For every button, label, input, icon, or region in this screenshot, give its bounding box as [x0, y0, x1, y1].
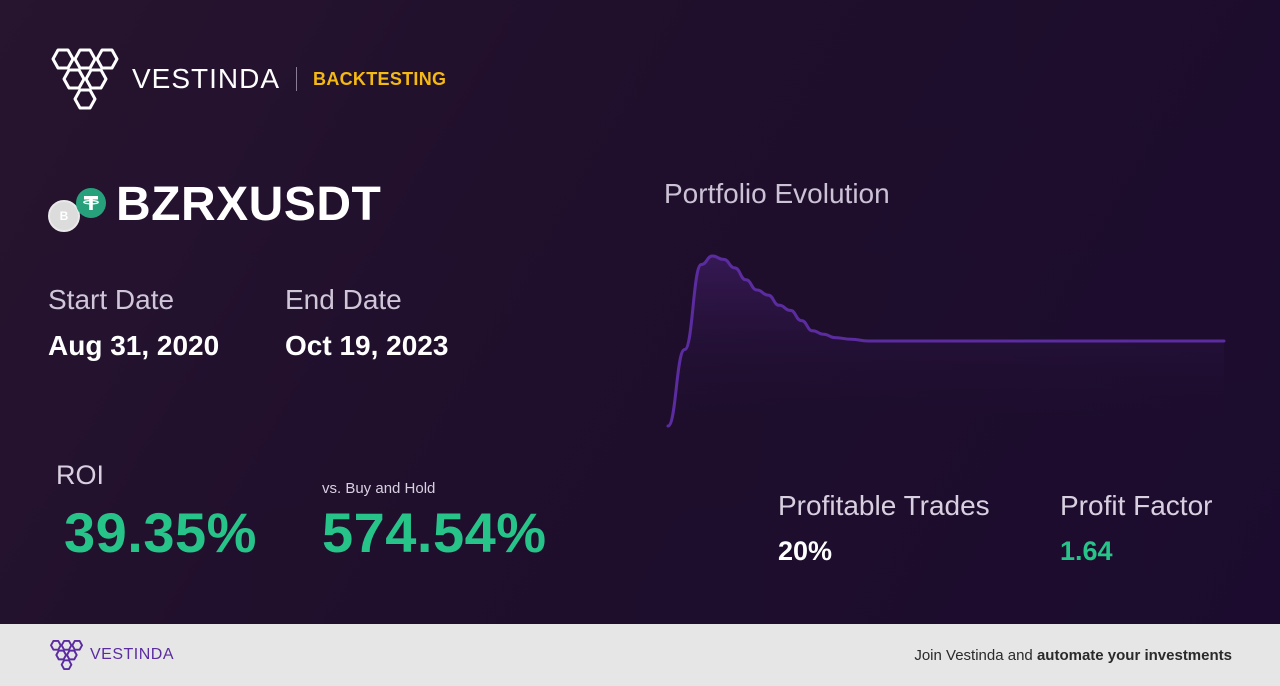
start-date-value: Aug 31, 2020: [48, 330, 220, 361]
bzrx-coin-letter: B: [59, 209, 69, 223]
roi-label: ROI: [56, 460, 105, 490]
trading-pair: B BZRXUSDT: [48, 176, 381, 232]
footer-brand-name: VESTINDA: [90, 646, 175, 663]
footer-brand[interactable]: VESTINDA: [48, 639, 174, 671]
profit-factor-value: 1.64: [1060, 536, 1113, 566]
start-date-block: Start Date Aug 31, 2020: [48, 284, 219, 362]
vs-buy-hold-label: vs. Buy and Hold: [322, 480, 436, 497]
hero-panel: VESTINDA BACKTESTING B BZRXUSDT Start Da…: [0, 0, 1280, 624]
portfolio-evolution-chart: [666, 254, 1226, 428]
bzrx-coin-icon: B: [48, 200, 80, 232]
footer-cta[interactable]: Join Vestinda and automate your investme…: [914, 647, 1232, 664]
end-date-label: End Date: [285, 284, 402, 315]
footer-cta-bold: automate your investments: [1036, 646, 1232, 664]
end-date-block: End Date Oct 19, 2023: [285, 284, 448, 362]
footer-bar: VESTINDA Join Vestinda and automate your…: [0, 624, 1280, 686]
start-date-label: Start Date: [48, 284, 175, 315]
profit-factor-label: Profit Factor: [1060, 490, 1213, 521]
vestinda-logo-icon: [51, 48, 119, 110]
brand-header: VESTINDA BACKTESTING: [48, 46, 446, 112]
vestinda-footer-logo-icon: [50, 639, 83, 671]
end-date-value: Oct 19, 2023: [285, 330, 449, 361]
pair-icons: B: [48, 176, 110, 232]
tether-glyph-icon: [83, 196, 99, 210]
chart-title: Portfolio Evolution: [664, 178, 890, 209]
vs-buy-hold-value: 574.54%: [322, 501, 547, 564]
portfolio-line: [666, 254, 1226, 428]
tether-coin-icon: [76, 188, 106, 218]
brand-divider: [296, 67, 298, 91]
roi-value: 39.35%: [64, 501, 257, 564]
footer-cta-prefix: Join Vestinda and: [914, 646, 1037, 664]
profitable-trades-label: Profitable Trades: [778, 490, 990, 521]
profitable-trades-value: 20%: [778, 536, 833, 566]
brand-name: VESTINDA: [132, 63, 281, 94]
pair-symbol: BZRXUSDT: [116, 177, 382, 231]
section-tag: BACKTESTING: [313, 68, 447, 89]
